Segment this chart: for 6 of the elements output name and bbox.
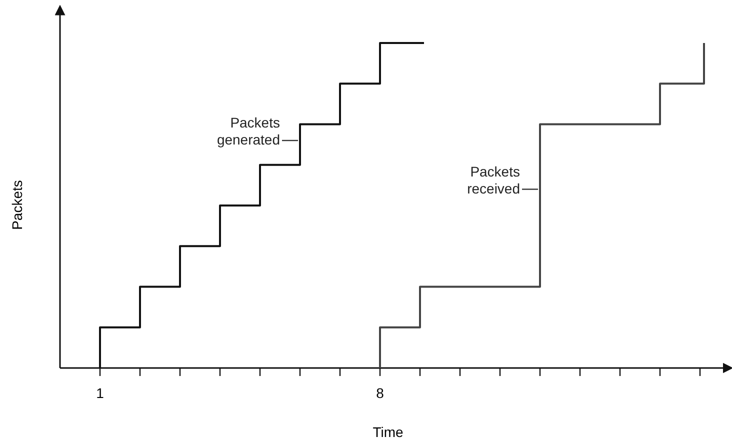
annotation: Packets generated (216, 114, 280, 148)
y-axis-title: Packets (9, 180, 25, 230)
x-axis-title: Time (372, 424, 404, 440)
x-tick-label: 8 (376, 385, 384, 401)
annotation: Packets received (467, 163, 520, 196)
x-tick-label: 1 (96, 385, 104, 401)
